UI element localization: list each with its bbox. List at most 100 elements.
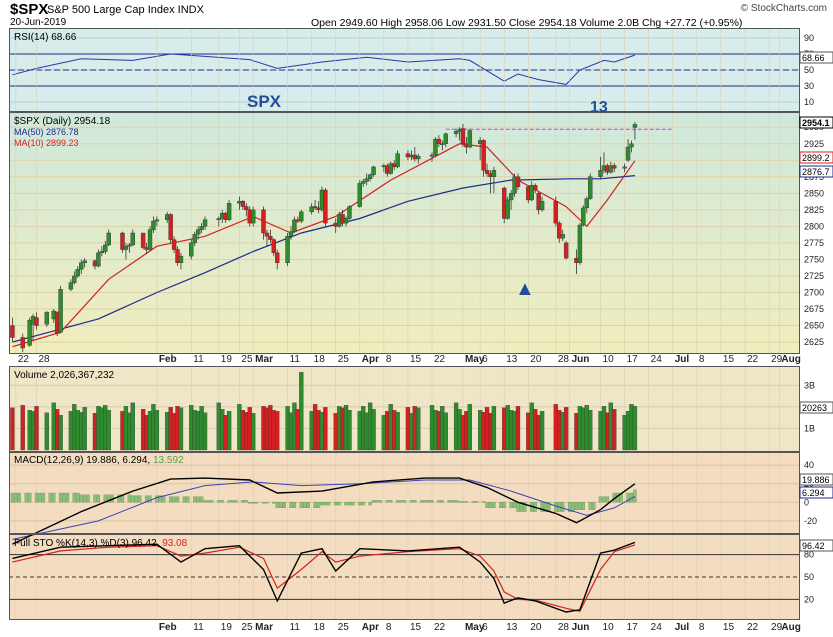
candle-body — [82, 260, 87, 263]
macd-histogram-bar — [598, 496, 603, 503]
candle-body — [508, 193, 514, 201]
macd-histogram-bar — [423, 500, 427, 503]
date-tick-label: 15 — [410, 622, 422, 633]
sto-value-tag: 96.42 — [802, 541, 825, 551]
symbol-name: S&P 500 Large Cap Index INDX — [47, 4, 204, 16]
date-tick-label: 11 — [290, 354, 301, 365]
macd-histogram-bar — [48, 492, 52, 503]
volume-value-tag: 20263 — [802, 403, 827, 413]
macd-histogram-bar — [52, 492, 56, 503]
volume-value-tag-box — [799, 401, 833, 414]
candle-body — [625, 146, 631, 161]
y-tick-label: 2800 — [804, 221, 824, 231]
candle-body — [240, 201, 246, 207]
date-tick-label: Apr — [362, 354, 379, 365]
macd-histogram-bar — [626, 492, 630, 503]
macd-histogram-bar — [248, 502, 252, 504]
candle-body — [361, 181, 366, 184]
price-legend: $SPX (Daily) 2954.18 — [14, 116, 111, 127]
candle-body — [563, 242, 569, 259]
macd-histogram-bar — [175, 496, 180, 503]
candle-body — [271, 239, 277, 254]
date-tick-label: 13 — [506, 622, 518, 633]
volume-bar — [20, 405, 25, 451]
macd-histogram-bar — [282, 502, 286, 509]
date-tick-label: 15 — [410, 354, 422, 365]
macd-histogram-bar — [93, 494, 97, 503]
macd-histogram-bar — [117, 494, 121, 503]
y-tick-label: 90 — [804, 33, 814, 43]
date-tick-label: Mar — [255, 622, 273, 633]
candle-body — [491, 169, 497, 178]
candle-body — [171, 239, 177, 250]
candle-body — [364, 178, 369, 182]
candle-body — [268, 236, 273, 240]
macd-histogram-bar — [327, 502, 331, 506]
y-tick-label: 3B — [804, 380, 815, 390]
candle-body — [72, 275, 77, 283]
date-tick-label: Mar — [255, 354, 273, 365]
macd-histogram-bar — [492, 502, 496, 509]
date-tick-label: 6 — [482, 354, 488, 365]
macd-histogram-bar — [158, 495, 162, 503]
macd-histogram-bar — [447, 500, 451, 503]
ma10-line — [12, 143, 636, 348]
candle-body — [127, 244, 132, 247]
date-tick-label: Aug — [781, 354, 800, 365]
candle-body — [202, 219, 208, 227]
y-tick-label: 2850 — [804, 188, 824, 198]
macd-histogram-bar — [244, 500, 248, 503]
candle-body — [147, 229, 153, 250]
macd-histogram-bar — [413, 500, 417, 503]
volume-bar — [58, 415, 63, 451]
y-tick-label: 30 — [804, 81, 814, 91]
date-tick-label: Jul — [675, 622, 690, 633]
candle-body — [632, 124, 638, 128]
macd-histogram-bar — [14, 492, 18, 503]
macd-histogram-bar — [454, 500, 458, 503]
y-tick-label: -20 — [804, 516, 817, 526]
macd-histogram-bar — [96, 494, 101, 503]
y-tick-label: 0 — [804, 497, 809, 507]
macd-histogram-bar — [581, 502, 585, 510]
date-tick-label: 25 — [241, 354, 253, 365]
date-tick-label: 18 — [314, 622, 326, 633]
candle-body — [443, 133, 448, 144]
macd-histogram-bar — [430, 500, 434, 503]
macd-histogram-bar — [461, 501, 465, 503]
date-tick-label: Jun — [572, 622, 590, 633]
macd-histogram-bar — [62, 492, 66, 503]
macd-histogram-bar — [519, 502, 524, 512]
volume-bar — [154, 410, 160, 451]
date-tick-label: Apr — [362, 622, 379, 633]
macd-histogram-bar — [402, 500, 407, 503]
ma10-value-tag: 2899.2 — [802, 153, 830, 163]
candle-body — [199, 226, 204, 230]
candle-body — [467, 130, 473, 148]
macd-histogram-bar — [299, 502, 303, 509]
macd-histogram-bar — [134, 495, 138, 503]
chart-header: $SPX S&P 500 Large Cap Index INDX 20-Jun… — [0, 0, 833, 29]
candle-body — [168, 214, 173, 240]
y-tick-label: 10 — [804, 97, 814, 107]
candle-body — [216, 218, 221, 220]
candle-body — [75, 269, 80, 277]
candle-body — [433, 138, 438, 156]
date-tick-label: 22 — [18, 354, 30, 365]
macd-histogram-bar — [450, 500, 455, 503]
y-tick-label: 40 — [804, 460, 814, 470]
volume-bar — [588, 410, 593, 451]
rsi-value-tag: 68.66 — [802, 53, 825, 63]
symbol-title: $SPX — [10, 1, 49, 18]
macd-histogram-bar — [475, 501, 479, 503]
macd-signal-line — [12, 479, 636, 540]
macd-histogram-bar — [172, 496, 176, 503]
macd-histogram-bar — [361, 502, 365, 506]
volume-bar — [82, 407, 87, 451]
candle-body — [195, 229, 201, 235]
price-frame — [9, 112, 800, 354]
candle-body — [79, 262, 84, 270]
candle-body — [140, 232, 146, 248]
macd-histogram-bar — [344, 502, 348, 506]
